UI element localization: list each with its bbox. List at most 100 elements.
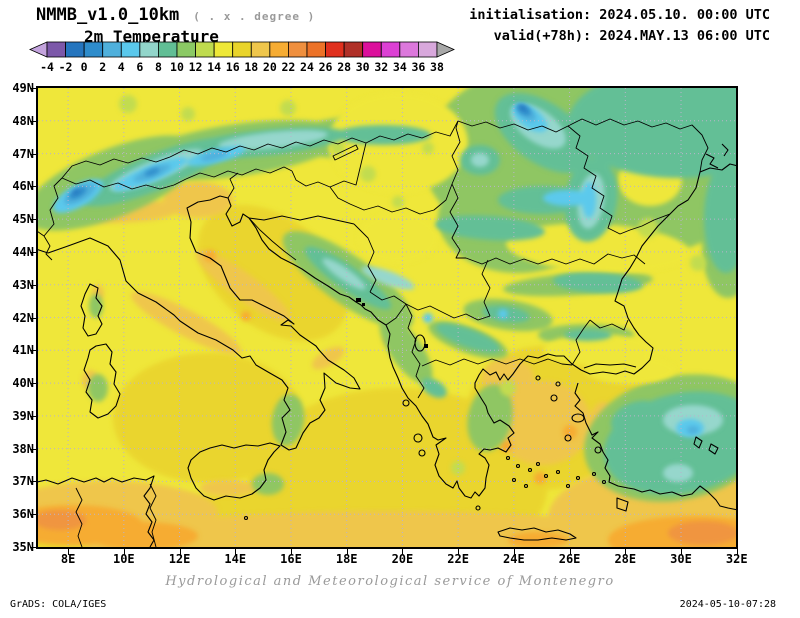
lat-label: 48N — [12, 113, 34, 128]
colorbar-tick-label: 0 — [81, 60, 88, 74]
grads-credit: GrADS: COLA/IGES — [10, 599, 107, 610]
model-title: NMMB_v1.0_10km — [36, 5, 180, 25]
colorbar-tick-label: 28 — [337, 60, 351, 74]
lon-tick — [402, 549, 404, 555]
lon-label: 18E — [335, 552, 358, 566]
map-area — [36, 86, 738, 549]
initialisation-line: initialisation: 2024.05.10. 00:00 UTC — [469, 7, 770, 23]
field-12-14 — [119, 95, 706, 475]
lon-tick — [569, 549, 571, 555]
lon-tick — [736, 549, 738, 555]
service-credit: Hydrological and Meteorological service … — [165, 574, 615, 589]
colorbar-tick-label: 6 — [136, 60, 143, 74]
colorbar-cell — [213, 41, 234, 58]
lat-tick — [30, 186, 36, 188]
colorbar-cell — [306, 41, 326, 58]
field-title: 2m Temperature — [84, 27, 219, 46]
lon-label: 32E — [725, 552, 748, 566]
lat-tick — [30, 547, 36, 548]
lon-tick — [123, 549, 125, 555]
lon-label: 30E — [670, 552, 692, 566]
lon-tick — [179, 549, 181, 555]
colorbar-cell — [176, 41, 196, 58]
colorbar-cell — [250, 41, 271, 58]
lat-label: 46N — [12, 179, 34, 194]
lon-label: 16E — [280, 552, 302, 566]
lat-label: 49N — [12, 81, 34, 95]
lon-label: 8E — [60, 552, 76, 566]
country-borders — [38, 118, 709, 547]
lon-label: 10E — [112, 552, 135, 566]
lon-label: 12E — [168, 552, 191, 566]
colorbar-below-min-arrow — [29, 41, 48, 58]
colorbar-tick-label: 24 — [300, 60, 314, 74]
lat-label: 43N — [12, 277, 34, 292]
lat-tick — [30, 350, 36, 352]
lat-tick — [30, 448, 36, 450]
run-info: initialisation: 2024.05.10. 00:00 UTC va… — [469, 5, 770, 47]
lat-label: 41N — [12, 343, 34, 358]
lat-tick — [30, 415, 36, 417]
model-title-row: NMMB_v1.0_10km ( . x . degree ) — [36, 5, 315, 25]
colorbar-cell — [380, 41, 401, 58]
lat-tick — [30, 317, 36, 319]
lat-label: 44N — [12, 244, 34, 259]
lon-label: 28E — [614, 552, 637, 566]
colorbar-cell — [46, 41, 66, 58]
field-below-0 — [72, 105, 527, 195]
colorbar-tick-label: 2 — [99, 60, 106, 74]
colorbar-tick-label: 20 — [263, 60, 277, 74]
colorbar-tick-label: 12 — [189, 60, 203, 74]
colorbar-cell — [139, 41, 159, 58]
colorbar-tick-label: -2 — [59, 60, 73, 74]
montenegro-coast-detail — [356, 298, 428, 348]
colorbar-tick-label: 32 — [374, 60, 388, 74]
colorbar-tick-label: 38 — [430, 60, 444, 74]
colorbar-tick-label: -4 — [40, 60, 54, 74]
colorbar-cell — [102, 41, 122, 58]
lat-label: 35N — [12, 540, 34, 554]
colorbar-cell — [195, 41, 215, 58]
lat-label: 37N — [12, 474, 34, 489]
lon-tick — [681, 549, 683, 555]
colorbar-cell — [158, 41, 178, 58]
lat-tick — [30, 219, 36, 221]
lat-label: 42N — [12, 310, 34, 325]
colorbar-cell — [288, 41, 308, 58]
lat-tick — [30, 153, 36, 155]
colorbar-cell — [232, 41, 252, 58]
lat-tick — [30, 120, 36, 122]
colorbar-tick-label: 14 — [207, 60, 221, 74]
valid-line: valid(+78h): 2024.MAY.13 06:00 UTC — [493, 28, 770, 44]
lat-tick — [30, 284, 36, 286]
lat-label: 39N — [12, 408, 34, 423]
colorbar-tick-label: 30 — [356, 60, 370, 74]
colorbar-cell — [362, 41, 382, 58]
lon-tick — [513, 549, 515, 555]
lat-label: 36N — [12, 507, 34, 522]
lat-tick — [30, 514, 36, 516]
graticule-gridlines — [38, 88, 736, 547]
lon-tick — [346, 549, 348, 555]
colorbar-tick-label: 26 — [319, 60, 333, 74]
lon-tick — [625, 549, 627, 555]
colorbar-cell — [343, 41, 364, 58]
temperature-colorbar: -4 -2 0 2 4 6 8 10 12 14 16 18 20 22 24 26 28 30 32 34 36 38 — [29, 41, 455, 74]
colorbar-tick-label: 10 — [170, 60, 184, 74]
colorbar-cell — [269, 41, 289, 58]
lat-label: 38N — [12, 441, 34, 456]
colorbar-tick-label: 18 — [244, 60, 258, 74]
lon-label: 22E — [447, 552, 469, 566]
field-22-24 — [38, 510, 736, 545]
colorbar-tick-label: 34 — [393, 60, 407, 74]
colorbar-above-max-arrow — [436, 41, 455, 58]
lon-label: 14E — [224, 552, 247, 566]
colorbar-tick-label: 36 — [411, 60, 425, 74]
lon-label: 20E — [391, 552, 414, 566]
lon-label: 26E — [558, 552, 581, 566]
lat-tick — [30, 481, 36, 483]
temperature-field-map — [38, 88, 736, 547]
lon-tick — [235, 549, 237, 555]
lat-tick — [30, 251, 36, 253]
